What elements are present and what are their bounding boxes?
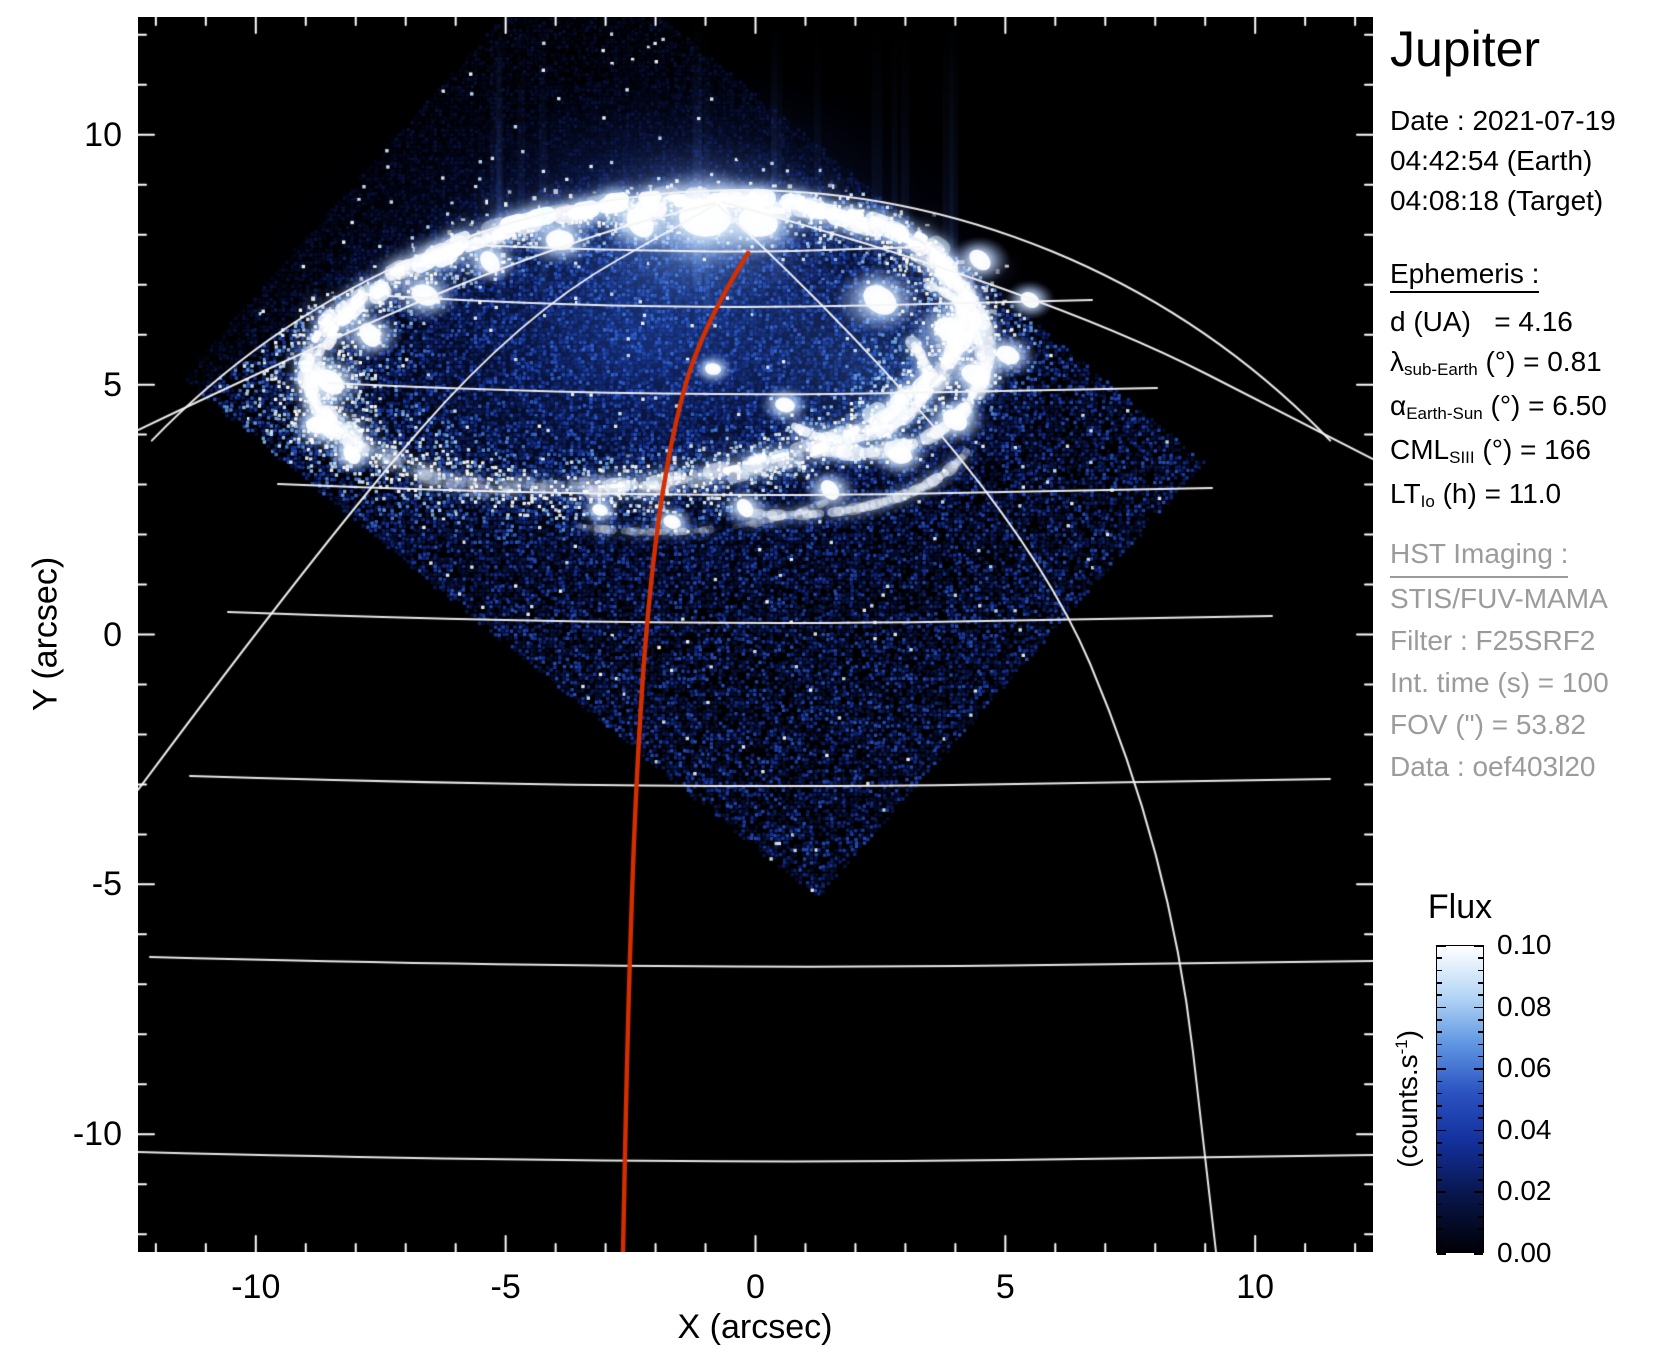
- hst-line-0: STIS/FUV-MAMA: [1390, 583, 1608, 614]
- colorbar-tickmark: [1478, 1018, 1483, 1021]
- page-title: Jupiter: [1390, 21, 1541, 77]
- ephemeris-table: d (UA) = 4.16 λsub-Earth (°) = 0.81 αEarth…: [1390, 302, 1607, 518]
- hst-line-3: FOV (") = 53.82: [1390, 709, 1586, 740]
- colorbar-tickmark: [1478, 1043, 1483, 1046]
- colorbar-tickmark: [1437, 1129, 1446, 1132]
- colorbar-tickmark: [1437, 1191, 1446, 1193]
- colorbar-tickmark: [1437, 1117, 1442, 1120]
- time-earth-line: 04:42:54 (Earth): [1390, 145, 1593, 176]
- flux-colorbar: [1436, 945, 1484, 1253]
- colorbar-tickmark: [1437, 1216, 1442, 1218]
- hst-line-4: Data : oef403l20: [1390, 751, 1596, 782]
- colorbar-tickmark: [1437, 969, 1442, 972]
- x-axis-label: X (arcsec): [677, 1308, 833, 1346]
- colorbar-tickmark: [1474, 1068, 1483, 1070]
- colorbar-tickmark: [1437, 1154, 1442, 1157]
- observation-datetime: Date : 2021-07-19 04:42:54 (Earth) 04:08:1…: [1390, 101, 1616, 221]
- x-tick--5: -5: [490, 1268, 521, 1306]
- colorbar-tickmark: [1478, 969, 1483, 972]
- colorbar-tickmark: [1437, 1105, 1442, 1107]
- colorbar-tickmark: [1437, 1253, 1446, 1255]
- colorbar-tickmark: [1478, 1203, 1483, 1206]
- y-axis-label: Y (arcsec): [26, 556, 65, 712]
- colorbar-tickmark: [1478, 1216, 1483, 1218]
- colorbar-tick-0.00: 0.00: [1497, 1237, 1552, 1268]
- colorbar-tickmark: [1437, 957, 1442, 959]
- colorbar-tickmark: [1437, 994, 1442, 996]
- hst-heading: HST Imaging :: [1390, 533, 1609, 578]
- colorbar-tickmark: [1437, 1068, 1446, 1070]
- colorbar-tickmark: [1437, 1018, 1442, 1021]
- colorbar-tickmark: [1478, 1240, 1483, 1243]
- colorbar-tickmark: [1437, 1043, 1442, 1046]
- colorbar-tickmark: [1474, 1129, 1483, 1132]
- colorbar-tickmark: [1478, 981, 1483, 984]
- colorbar-tickmark: [1437, 1166, 1442, 1169]
- jupiter-aurora-image: [138, 17, 1373, 1252]
- colorbar-tick-0.10: 0.10: [1497, 929, 1552, 960]
- colorbar-tickmark: [1437, 1179, 1442, 1181]
- colorbar-tick-0.04: 0.04: [1497, 1113, 1552, 1145]
- date-line: Date : 2021-07-19: [1390, 105, 1616, 136]
- x-tick--10: -10: [231, 1268, 281, 1306]
- colorbar-unit-label: (counts.s-1): [1391, 1030, 1424, 1168]
- x-tick-5: 5: [995, 1268, 1015, 1306]
- colorbar-tickmark: [1437, 1228, 1442, 1230]
- hst-line-2: Int. time (s) = 100: [1390, 667, 1609, 698]
- x-tick-10: 10: [1236, 1268, 1275, 1306]
- colorbar-tickmark: [1474, 945, 1483, 947]
- colorbar-tickmark: [1478, 1142, 1483, 1144]
- colorbar-tickmark: [1437, 1142, 1442, 1144]
- colorbar-tickmark: [1478, 1117, 1483, 1120]
- colorbar-tickmark: [1437, 945, 1446, 947]
- colorbar-tickmark: [1437, 1031, 1442, 1033]
- colorbar-tick-0.02: 0.02: [1497, 1175, 1552, 1207]
- colorbar-tickmark: [1478, 1105, 1483, 1107]
- colorbar-tickmark: [1478, 1092, 1483, 1095]
- colorbar-tickmark: [1437, 1055, 1442, 1058]
- ephemeris-row-cml-siii: CMLSIII (°) = 166: [1390, 434, 1591, 467]
- colorbar-tickmark: [1474, 1253, 1483, 1255]
- colorbar-tickmark: [1437, 1092, 1442, 1095]
- colorbar-tickmark: [1437, 981, 1442, 984]
- colorbar-tickmark: [1437, 1006, 1446, 1009]
- colorbar-tickmark: [1478, 1154, 1483, 1157]
- colorbar-tickmark: [1478, 1166, 1483, 1169]
- colorbar-tickmark: [1437, 1240, 1442, 1243]
- colorbar-tickmark: [1478, 1228, 1483, 1230]
- y-tick--5: -5: [91, 865, 122, 904]
- colorbar-title: Flux: [1427, 888, 1493, 926]
- y-tick-5: 5: [103, 365, 122, 404]
- colorbar-tickmark: [1474, 1191, 1483, 1193]
- y-tick-10: 10: [84, 115, 122, 154]
- hst-imaging-block: HST Imaging : STIS/FUV-MAMA Filter : F25SR…: [1390, 533, 1609, 788]
- colorbar-tickmark: [1437, 1080, 1442, 1083]
- hst-line-1: Filter : F25SRF2: [1390, 625, 1596, 656]
- y-tick-0: 0: [103, 615, 122, 654]
- colorbar-tickmark: [1478, 1031, 1483, 1033]
- y-tick--10: -10: [72, 1115, 122, 1154]
- colorbar-tickmark: [1478, 1055, 1483, 1058]
- ephemeris-row-distance: d (UA) = 4.16: [1390, 306, 1573, 337]
- ephemeris-row-lambda-sub-earth: λsub-Earth (°) = 0.81: [1390, 346, 1602, 379]
- x-tick-0: 0: [746, 1268, 765, 1306]
- colorbar-tick-0.08: 0.08: [1497, 990, 1552, 1022]
- colorbar-tickmark: [1478, 1179, 1483, 1181]
- colorbar-tickmark: [1478, 994, 1483, 996]
- time-target-line: 04:08:18 (Target): [1390, 185, 1604, 216]
- colorbar-tickmark: [1437, 1203, 1442, 1206]
- ephemeris-row-lt-io: LTIo (h) = 11.0: [1390, 478, 1562, 511]
- colorbar-tick-0.06: 0.06: [1497, 1052, 1552, 1084]
- ephemeris-row-alpha-earth-sun: αEarth-Sun (°) = 6.50: [1390, 390, 1607, 423]
- colorbar-tickmark: [1478, 957, 1483, 959]
- ephemeris-heading: Ephemeris :: [1390, 258, 1540, 293]
- colorbar-tickmark: [1474, 1006, 1483, 1009]
- colorbar-tickmark: [1478, 1080, 1483, 1083]
